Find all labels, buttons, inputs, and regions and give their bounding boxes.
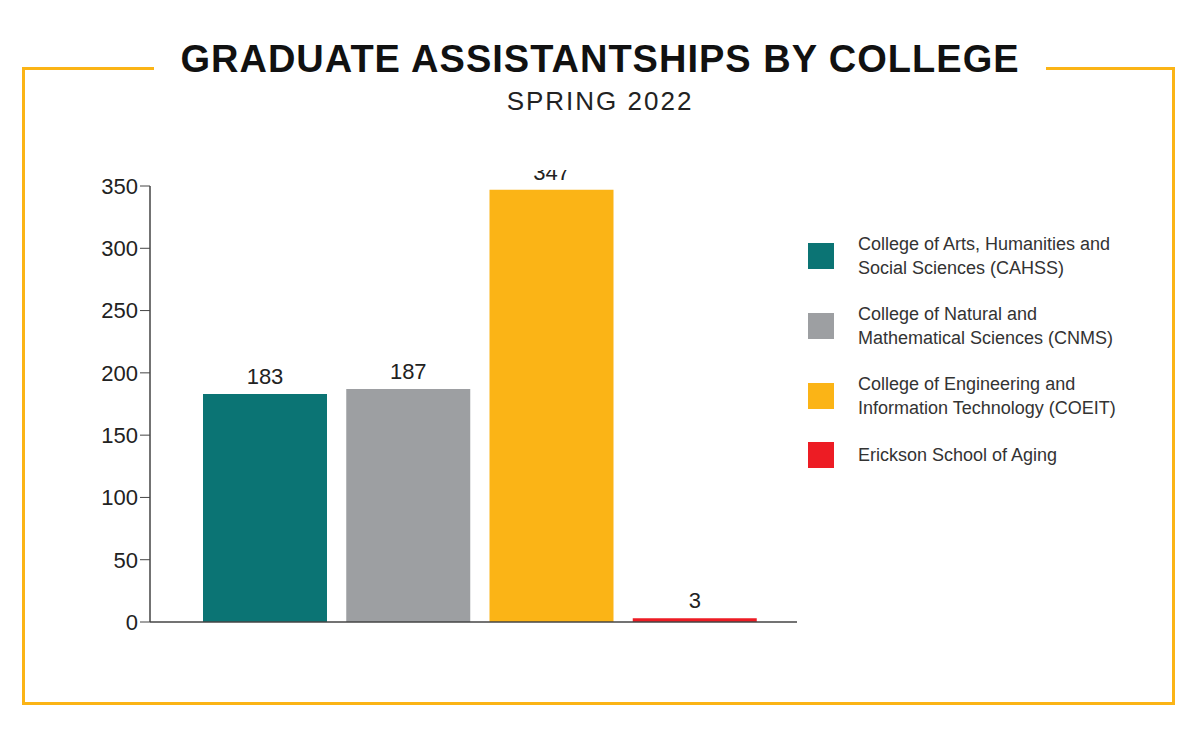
svg-text:347: 347 <box>533 170 570 185</box>
svg-text:150: 150 <box>101 423 138 448</box>
svg-text:183: 183 <box>247 364 284 389</box>
svg-text:350: 350 <box>101 174 138 199</box>
svg-text:0: 0 <box>126 610 138 635</box>
html-text:Erickson School of Aging: Erickson School of Aging <box>858 445 1058 465</box>
svg-text:50: 50 <box>114 548 138 573</box>
svg-text:100: 100 <box>101 485 138 510</box>
svg-text:250: 250 <box>101 298 138 323</box>
html-text:GRADUATE ASSISTANTSHIPS BY COL: GRADUATE ASSISTANTSHIPS BY COLLEGE <box>180 38 1020 80</box>
html-text:SPRING 2022: SPRING 2022 <box>506 86 694 116</box>
html-text:College of Engineering and Inf: College of Engineering and Information T… <box>858 374 1116 418</box>
svg-text:3: 3 <box>689 588 701 613</box>
svg-text:200: 200 <box>101 361 138 386</box>
html-text:College of Arts, Humanities an: College of Arts, Humanities and Social S… <box>858 234 1111 278</box>
html-text:College of Natural and Mathema: College of Natural and Mathematical Scie… <box>858 304 1114 348</box>
svg-text:300: 300 <box>101 236 138 261</box>
svg-text:187: 187 <box>390 359 427 384</box>
